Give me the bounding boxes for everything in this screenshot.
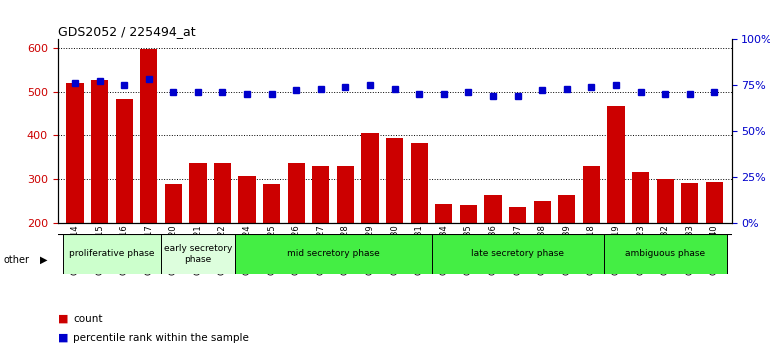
Text: ▶: ▶: [40, 255, 48, 265]
Bar: [608, 105, 624, 311]
Bar: [361, 133, 379, 311]
Bar: [239, 176, 256, 311]
Bar: [336, 166, 354, 311]
Bar: [657, 179, 674, 311]
Text: GDS2052 / 225494_at: GDS2052 / 225494_at: [58, 25, 196, 38]
Text: ■: ■: [58, 314, 69, 324]
Bar: [66, 83, 84, 311]
Bar: [632, 172, 649, 311]
Bar: [509, 207, 526, 311]
Text: early secretory
phase: early secretory phase: [164, 244, 232, 264]
Bar: [484, 195, 501, 311]
Text: ■: ■: [58, 333, 69, 343]
Bar: [263, 184, 280, 311]
Bar: [161, 234, 235, 274]
Bar: [558, 195, 575, 311]
Bar: [214, 163, 231, 311]
Text: count: count: [73, 314, 102, 324]
Text: percentile rank within the sample: percentile rank within the sample: [73, 333, 249, 343]
Bar: [583, 166, 600, 311]
Text: late secretory phase: late secretory phase: [471, 250, 564, 258]
Bar: [91, 80, 108, 311]
Bar: [435, 204, 453, 311]
Text: ambiguous phase: ambiguous phase: [625, 250, 705, 258]
Bar: [116, 98, 132, 311]
Text: mid secretory phase: mid secretory phase: [286, 250, 380, 258]
Bar: [681, 183, 698, 311]
Bar: [410, 143, 428, 311]
Bar: [604, 234, 727, 274]
Bar: [313, 166, 330, 311]
Bar: [431, 234, 604, 274]
Text: proliferative phase: proliferative phase: [69, 250, 155, 258]
Bar: [189, 163, 206, 311]
Bar: [235, 234, 431, 274]
Bar: [140, 50, 157, 311]
Bar: [62, 234, 161, 274]
Bar: [165, 184, 182, 311]
Bar: [386, 138, 403, 311]
Text: other: other: [4, 255, 30, 265]
Bar: [705, 182, 723, 311]
Bar: [288, 162, 305, 311]
Bar: [460, 205, 477, 311]
Bar: [534, 201, 551, 311]
